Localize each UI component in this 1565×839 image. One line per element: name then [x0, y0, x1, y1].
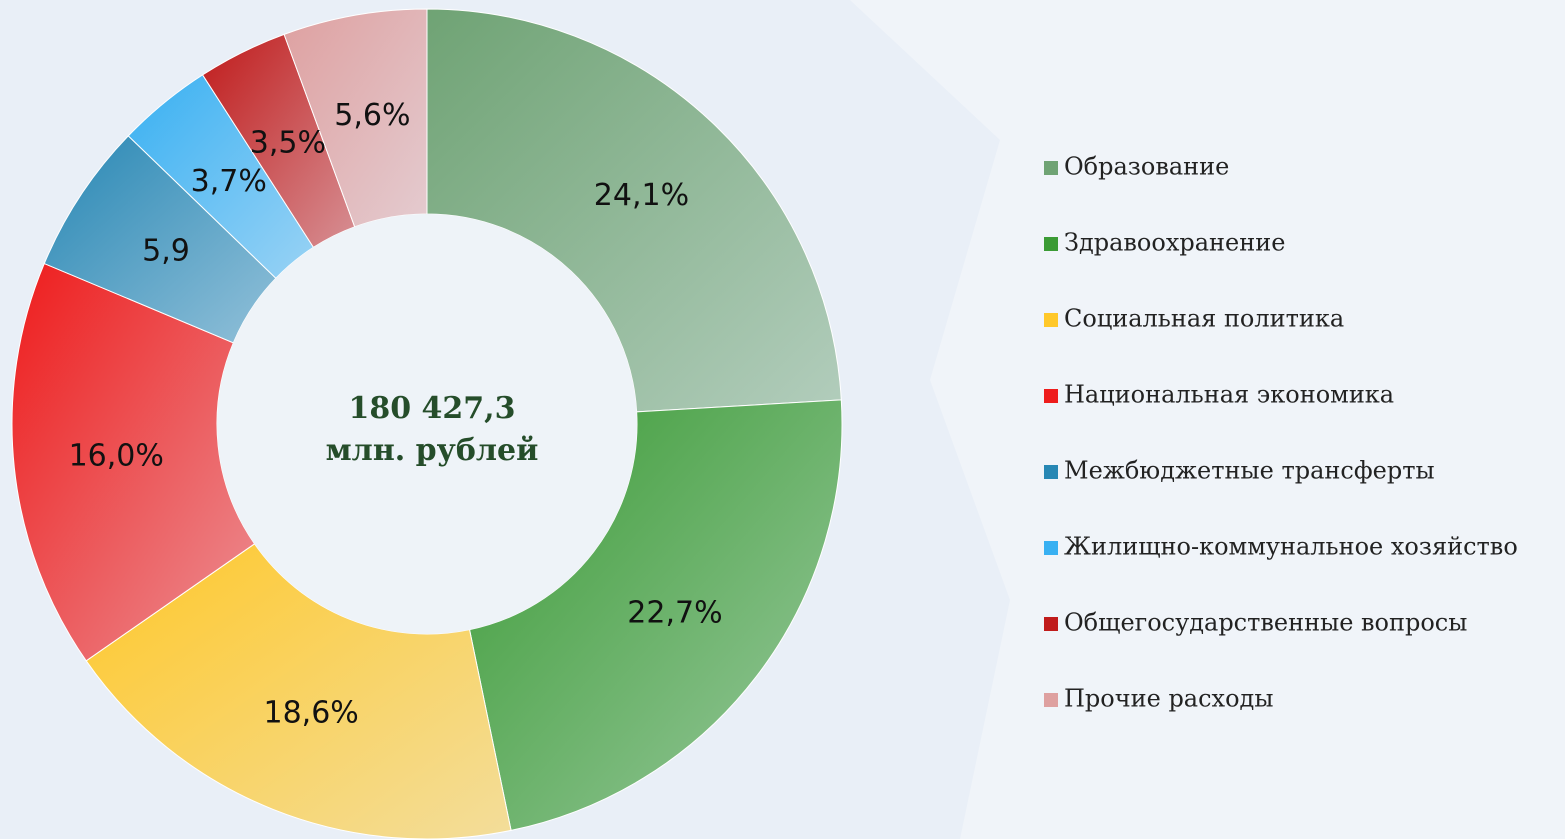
legend-label: Жилищно-коммунальное хозяйство: [1064, 533, 1518, 561]
legend-swatch: [1044, 541, 1058, 555]
legend-swatch: [1044, 465, 1058, 479]
legend-swatch: [1044, 693, 1058, 707]
donut-hole: [217, 214, 637, 634]
legend-label: Прочие расходы: [1064, 685, 1273, 713]
data-label: 3,5%: [250, 126, 326, 161]
legend-label: Здравоохранение: [1064, 229, 1285, 257]
legend-label: Общегосударственные вопросы: [1064, 609, 1467, 637]
center-label: млн. рублей: [326, 433, 539, 468]
legend-label: Социальная политика: [1064, 305, 1344, 333]
data-label: 5,9: [142, 234, 190, 269]
data-label: 5,6%: [334, 98, 410, 133]
data-label: 24,1%: [594, 178, 689, 213]
legend-swatch: [1044, 389, 1058, 403]
legend-label: Образование: [1064, 153, 1229, 181]
data-label: 22,7%: [627, 596, 722, 631]
legend-label: Национальная экономика: [1064, 381, 1394, 409]
legend-swatch: [1044, 617, 1058, 631]
center-label: 180 427,3: [348, 391, 515, 426]
data-label: 3,7%: [191, 164, 267, 199]
data-label: 16,0%: [69, 438, 164, 473]
legend-swatch: [1044, 237, 1058, 251]
data-label: 18,6%: [264, 696, 359, 731]
legend-swatch: [1044, 313, 1058, 327]
map-shape: [850, 0, 1565, 839]
legend-swatch: [1044, 161, 1058, 175]
legend-label: Межбюджетные трансферты: [1064, 457, 1435, 485]
